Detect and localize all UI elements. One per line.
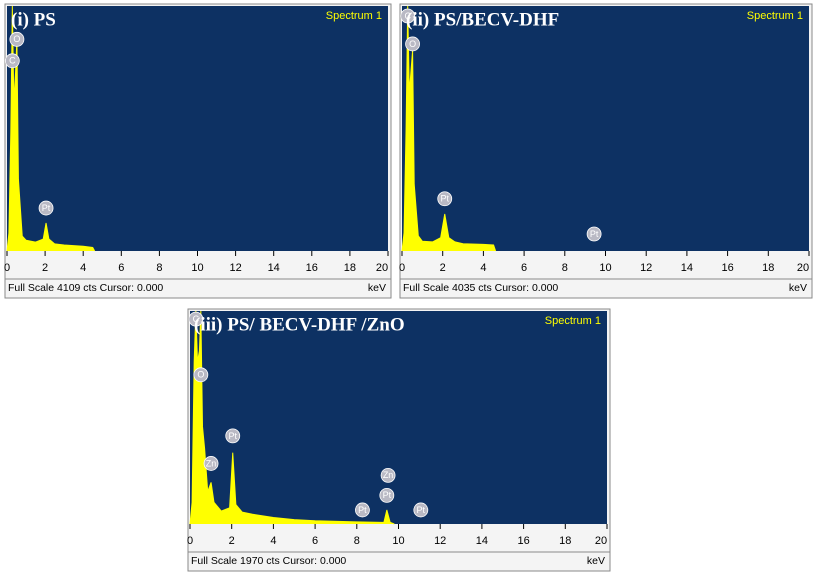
x-tick-label: 0 bbox=[399, 262, 405, 274]
x-tick-label: 6 bbox=[312, 535, 318, 547]
x-tick-label: 20 bbox=[376, 262, 388, 274]
x-tick-label: 10 bbox=[191, 262, 203, 274]
peak-marker bbox=[405, 36, 420, 52]
footer-text: Full Scale 4035 cts Cursor: 0.000 bbox=[403, 282, 558, 294]
x-tick-label: 2 bbox=[440, 262, 446, 274]
peak-marker bbox=[400, 8, 416, 24]
x-tick-label: 8 bbox=[562, 262, 568, 274]
peak-label: Pt bbox=[358, 505, 367, 515]
peak-marker bbox=[38, 200, 54, 216]
x-tick-label: 6 bbox=[118, 262, 124, 274]
plot-area bbox=[402, 6, 809, 251]
plot-area bbox=[7, 6, 388, 251]
peak-label: Pt bbox=[42, 203, 51, 213]
x-tick-label: 12 bbox=[640, 262, 652, 274]
peak-marker bbox=[225, 428, 241, 444]
peak-marker bbox=[355, 502, 370, 518]
spectrum-label: Spectrum 1 bbox=[326, 10, 382, 22]
peak-marker bbox=[380, 467, 396, 483]
peak-label: Pt bbox=[440, 194, 449, 204]
spectrum bbox=[6, 5, 96, 252]
plot-area bbox=[190, 311, 607, 524]
peak-label: O bbox=[13, 34, 20, 44]
peak-label: Zn bbox=[383, 470, 394, 480]
x-tick-label: 14 bbox=[268, 262, 280, 274]
footer-text: Full Scale 1970 cts Cursor: 0.000 bbox=[191, 555, 346, 567]
panel-title: (iii) PS/ BECV-DHF /ZnO bbox=[194, 314, 405, 335]
peak-label: O bbox=[197, 370, 204, 380]
x-tick-label: 8 bbox=[156, 262, 162, 274]
peak-label: Zn bbox=[206, 458, 217, 468]
x-axis-unit: keV bbox=[368, 282, 386, 294]
peak-label: Pt bbox=[417, 505, 426, 515]
x-tick-label: 4 bbox=[270, 535, 276, 547]
peak-marker bbox=[413, 502, 429, 518]
peak-marker bbox=[586, 226, 602, 242]
x-tick-label: 2 bbox=[229, 535, 235, 547]
spectrum-panel: C O Pt Pt (ii) PS/BECV-DHF Spectrum 1 0 2 4 6 8 10 1… bbox=[399, 3, 813, 299]
peak-label: C bbox=[9, 56, 16, 66]
x-tick-label: 16 bbox=[721, 262, 733, 274]
peak-marker bbox=[203, 456, 219, 471]
x-tick-label: 18 bbox=[344, 262, 356, 274]
x-tick-label: 6 bbox=[521, 262, 527, 274]
peak-marker bbox=[193, 367, 209, 383]
spectrum-panel: C O Zn Pt Pt Pt Zn Pt (iii) PS/ BECV-DHF /ZnO Spe… bbox=[187, 308, 611, 572]
peak-marker bbox=[379, 487, 395, 503]
spectrum-label: Spectrum 1 bbox=[747, 10, 803, 22]
peak-label: C bbox=[404, 11, 411, 21]
x-tick-label: 4 bbox=[480, 262, 486, 274]
x-tick-label: 20 bbox=[797, 262, 809, 274]
panel-title: (ii) PS/BECV-DHF bbox=[406, 9, 559, 30]
peak-marker bbox=[437, 191, 453, 207]
spectrum bbox=[401, 5, 497, 252]
x-tick-label: 14 bbox=[681, 262, 693, 274]
x-tick-label: 8 bbox=[354, 535, 360, 547]
x-tick-label: 4 bbox=[80, 262, 86, 274]
peak-marker bbox=[188, 311, 204, 327]
x-tick-label: 0 bbox=[4, 262, 10, 274]
x-tick-label: 10 bbox=[392, 535, 404, 547]
x-axis-unit: keV bbox=[789, 282, 807, 294]
x-tick-label: 16 bbox=[306, 262, 318, 274]
x-tick-label: 0 bbox=[187, 535, 193, 547]
x-tick-label: 18 bbox=[559, 535, 571, 547]
x-tick-label: 12 bbox=[434, 535, 446, 547]
peak-label: C bbox=[193, 314, 200, 324]
spectrum bbox=[189, 310, 395, 525]
x-tick-label: 20 bbox=[595, 535, 607, 547]
peak-label: Pt bbox=[383, 490, 392, 500]
peak-label: Pt bbox=[590, 229, 599, 239]
x-tick-label: 12 bbox=[229, 262, 241, 274]
peak-marker bbox=[9, 31, 25, 47]
x-axis-unit: keV bbox=[587, 555, 605, 567]
footer-text: Full Scale 4109 cts Cursor: 0.000 bbox=[8, 282, 163, 294]
x-tick-label: 18 bbox=[762, 262, 774, 274]
x-tick-label: 16 bbox=[517, 535, 529, 547]
peak-label: Pt bbox=[228, 431, 237, 441]
spectrum-label: Spectrum 1 bbox=[545, 315, 601, 327]
peak-marker bbox=[4, 53, 20, 69]
x-tick-label: 10 bbox=[599, 262, 611, 274]
peak-label: O bbox=[409, 39, 416, 49]
spectrum-panel: C O Pt (i) PS Spectrum 1 0 2 4 6 8 10 12 14 16 18 20 Ful… bbox=[4, 3, 392, 299]
x-tick-label: 14 bbox=[476, 535, 488, 547]
panel-title: (i) PS bbox=[11, 9, 56, 30]
x-tick-label: 2 bbox=[42, 262, 48, 274]
